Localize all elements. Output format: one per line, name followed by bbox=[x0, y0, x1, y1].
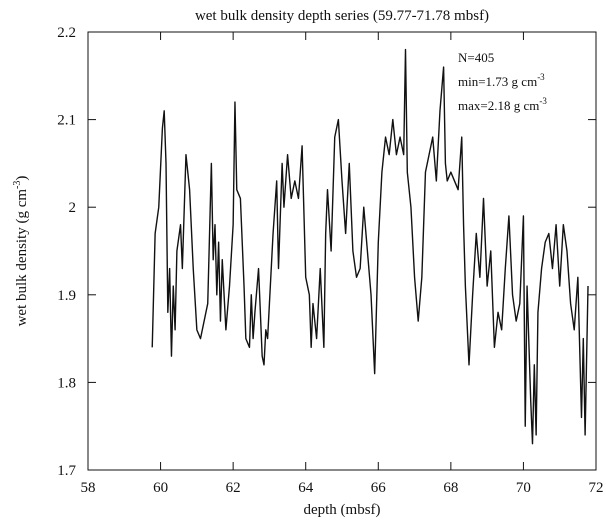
plot-frame bbox=[87, 31, 597, 471]
annotation-text: N=405 bbox=[458, 50, 494, 65]
x-tick-label: 72 bbox=[589, 480, 604, 496]
y-tick-label: 1.8 bbox=[57, 375, 76, 391]
y-axis-label-sup: -3 bbox=[12, 181, 23, 189]
x-tick-label: 58 bbox=[81, 480, 96, 496]
x-tick-label: 62 bbox=[226, 480, 241, 496]
x-tick-label: 70 bbox=[516, 480, 531, 496]
y-tick-label: 1.7 bbox=[57, 463, 76, 479]
y-tick-label: 2 bbox=[69, 200, 77, 216]
y-axis-label-tail: ) bbox=[14, 176, 30, 181]
y-axis-label: wet bulk density (g cm-3) bbox=[12, 176, 30, 327]
y-tick-label: 2.1 bbox=[57, 113, 76, 129]
annotation-sup: -3 bbox=[537, 72, 545, 82]
annotation: min=1.73 g cm-3 bbox=[458, 72, 545, 89]
x-tick-label: 66 bbox=[371, 480, 387, 496]
data-line bbox=[151, 48, 589, 445]
chart-title: wet bulk density depth series (59.77-71.… bbox=[195, 8, 489, 24]
annotation: max=2.18 g cm-3 bbox=[458, 96, 547, 113]
annotation-sup: -3 bbox=[539, 96, 547, 106]
annotation-text: max=2.18 g cm bbox=[458, 98, 539, 113]
x-tick-label: 60 bbox=[153, 480, 168, 496]
y-tick-label: 2.2 bbox=[57, 25, 76, 41]
y-tick-label: 1.9 bbox=[57, 288, 76, 304]
x-axis-label: depth (mbsf) bbox=[303, 502, 380, 518]
annotation-text: min=1.73 g cm bbox=[458, 74, 537, 89]
annotation: N=405 bbox=[458, 50, 494, 65]
x-tick-label: 64 bbox=[298, 480, 314, 496]
x-tick-label: 68 bbox=[443, 480, 458, 496]
y-axis-label-text: wet bulk density (g cm bbox=[14, 189, 30, 327]
